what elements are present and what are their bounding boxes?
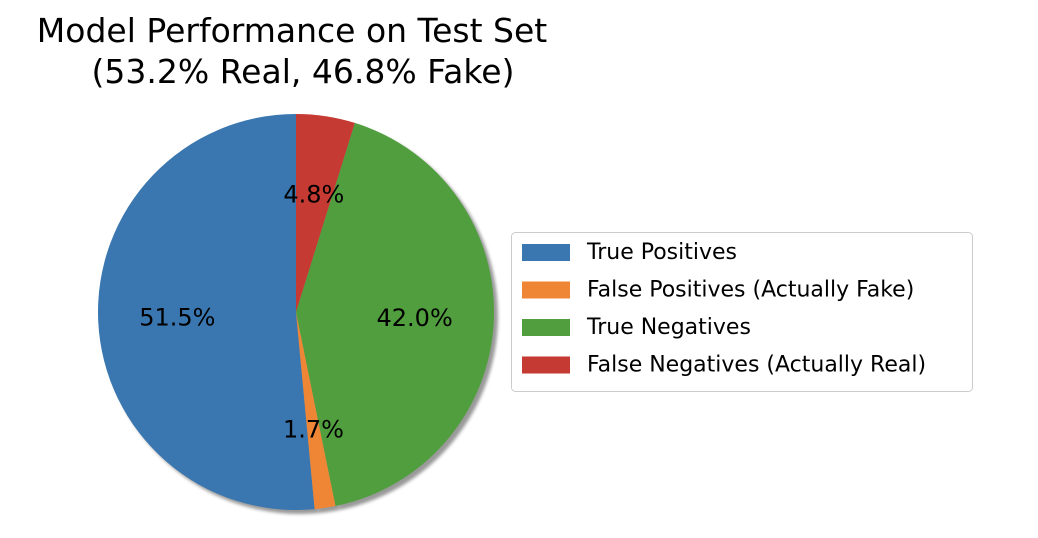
legend-swatch xyxy=(522,356,570,374)
pie-slice-false-positives-actually-fake xyxy=(296,312,336,510)
slice-label-true-negatives: 42.0% xyxy=(377,304,453,332)
legend-swatch xyxy=(522,319,570,336)
legend: True Positives False Positives (Actually … xyxy=(511,232,973,392)
legend-swatch xyxy=(522,244,570,261)
pie-slice-true-negatives xyxy=(296,122,494,507)
legend-item-true-negatives: True Negatives xyxy=(522,315,751,340)
slice-label-false-negatives-actually-real: 4.8% xyxy=(283,181,344,209)
legend-item-false-positives-actually-fake: False Positives (Actually Fake) xyxy=(522,278,914,303)
legend-swatch xyxy=(522,281,570,299)
legend-items: True Positives False Positives (Actually … xyxy=(522,240,926,378)
legend-frame xyxy=(511,232,973,392)
legend-item-true-positives: True Positives xyxy=(522,240,737,265)
chart-subtitle: (53.2% Real, 46.8% Fake) xyxy=(92,52,515,91)
legend-item-false-negatives-actually-real: False Negatives (Actually Real) xyxy=(522,353,926,378)
legend-label: True Negatives xyxy=(586,315,751,340)
pie-slice-true-positives xyxy=(98,114,315,510)
pie-slice-false-negatives-actually-real xyxy=(296,114,355,312)
legend-label: True Positives xyxy=(586,240,737,265)
legend-label: False Negatives (Actually Real) xyxy=(587,353,926,378)
pie-value-labels: 51.5% 1.7% 42.0% 4.8% xyxy=(139,181,453,444)
legend-label: False Positives (Actually Fake) xyxy=(587,278,914,303)
slice-label-true-positives: 51.5% xyxy=(139,304,215,332)
slice-label-false-positives-actually-fake: 1.7% xyxy=(283,416,344,444)
chart-title: Model Performance on Test Set xyxy=(37,11,547,50)
pie-slices xyxy=(98,114,494,510)
